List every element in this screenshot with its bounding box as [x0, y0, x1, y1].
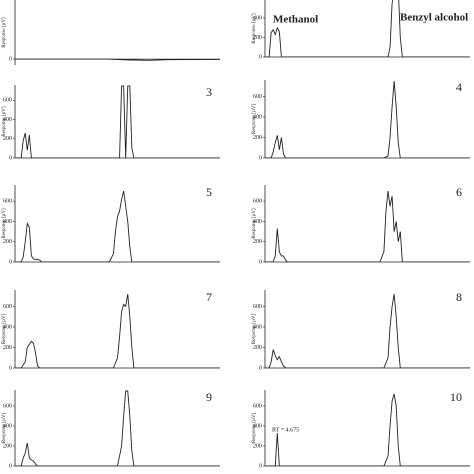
chromatogram-line	[265, 0, 470, 57]
y-tick-label: 200	[253, 35, 262, 41]
y-tick-label: 200	[253, 239, 262, 245]
y-tick-label: 400	[253, 219, 262, 225]
y-axis-label: Response [µV]	[252, 413, 257, 444]
y-tick-label: 200	[3, 239, 12, 245]
panel: 0 200 400 600 Response [µV] 10 RT = 4.675	[252, 390, 470, 469]
y-axis-label: Response [µV]	[2, 314, 7, 345]
y-tick-label: 600	[253, 403, 262, 409]
panel-label: 4	[456, 80, 462, 94]
y-tick-label: 200	[3, 345, 12, 351]
y-tick-label: 600	[253, 94, 262, 100]
panel-label: 7	[206, 290, 212, 304]
panel: 0 Response [µV]	[2, 0, 220, 65]
y-tick-label: 0	[259, 155, 262, 161]
chromatogram-line	[265, 191, 470, 262]
y-tick-label: 200	[253, 443, 262, 449]
y-tick-label: 0	[259, 463, 262, 469]
y-tick-label: 0	[9, 463, 12, 469]
panel-label: 10	[450, 390, 462, 404]
y-tick-label: 200	[3, 136, 12, 142]
y-tick-label: 0	[259, 54, 262, 60]
annotation: RT = 4.675	[272, 427, 299, 433]
chromatogram-line	[15, 390, 220, 466]
y-tick-label: 600	[3, 403, 12, 409]
chromatogram-line	[265, 294, 470, 368]
panel-label: 6	[456, 185, 462, 199]
y-tick-label: 400	[3, 117, 12, 123]
y-tick-label: 400	[253, 423, 262, 429]
y-tick-label: 400	[3, 324, 12, 330]
panel-label: 8	[456, 290, 462, 304]
y-tick-label: 400	[253, 114, 262, 120]
chromatogram-line	[15, 190, 220, 262]
panel: 0 200 400 600 Response [µV] 4	[252, 80, 470, 161]
y-tick-label: 600	[3, 199, 12, 205]
chromatogram-line	[15, 294, 220, 368]
y-axis-label: Response [µV]	[2, 106, 7, 137]
panel: 0 200 400 600 Response [µV] 9	[2, 390, 220, 469]
panel: 0 200 400 600 Response [µV] 6	[252, 185, 470, 265]
panel-label: 3	[206, 85, 212, 99]
y-tick-label: 0	[9, 155, 12, 161]
y-tick-label: 0	[9, 365, 12, 371]
y-tick-label: 0	[259, 365, 262, 371]
y-axis-label: Response [µV]	[252, 208, 257, 239]
annotation: Benzyl alcohol	[400, 12, 468, 24]
chromatogram-line	[265, 393, 470, 466]
chromatogram-line	[15, 85, 220, 158]
panel: 0 200 400 600 Response [µV] 3	[2, 85, 220, 161]
y-tick-label: 600	[3, 98, 12, 104]
y-axis-label: Response [µV]	[2, 17, 7, 48]
y-axis-label: Response [µV]	[252, 104, 257, 135]
chromatogram-line	[15, 58, 220, 61]
y-tick-label: 600	[3, 304, 12, 310]
y-tick-label: 200	[253, 135, 262, 141]
panel: 0 200 400 600 Response [µV] 5	[2, 185, 220, 265]
y-tick-label: 200	[253, 345, 262, 351]
y-tick-label: 200	[3, 443, 12, 449]
y-axis-label: Response [µV]	[2, 413, 7, 444]
y-axis-label: Response [µV]	[252, 13, 257, 44]
y-tick-label: 0	[259, 259, 262, 265]
y-tick-label: 400	[3, 423, 12, 429]
chromatogram-line	[265, 80, 470, 158]
y-tick-label: 400	[3, 219, 12, 225]
y-tick-label: 400	[253, 324, 262, 330]
y-tick-label: 0	[9, 259, 12, 265]
panel: 0 200 400 600 Response [µV] 8	[252, 290, 470, 371]
y-tick-label: 400	[253, 15, 262, 21]
y-tick-label: 600	[253, 304, 262, 310]
y-axis-label: Response [µV]	[2, 208, 7, 239]
panel-label: 5	[206, 185, 212, 199]
y-tick-label: 0	[9, 56, 12, 62]
y-axis-label: Response [µV]	[252, 314, 257, 345]
y-tick-label: 600	[253, 199, 262, 205]
panel: 0 200 400 600 Response [µV] 7	[2, 290, 220, 371]
annotation: Methanol	[273, 14, 318, 26]
panel-label: 9	[206, 390, 212, 404]
